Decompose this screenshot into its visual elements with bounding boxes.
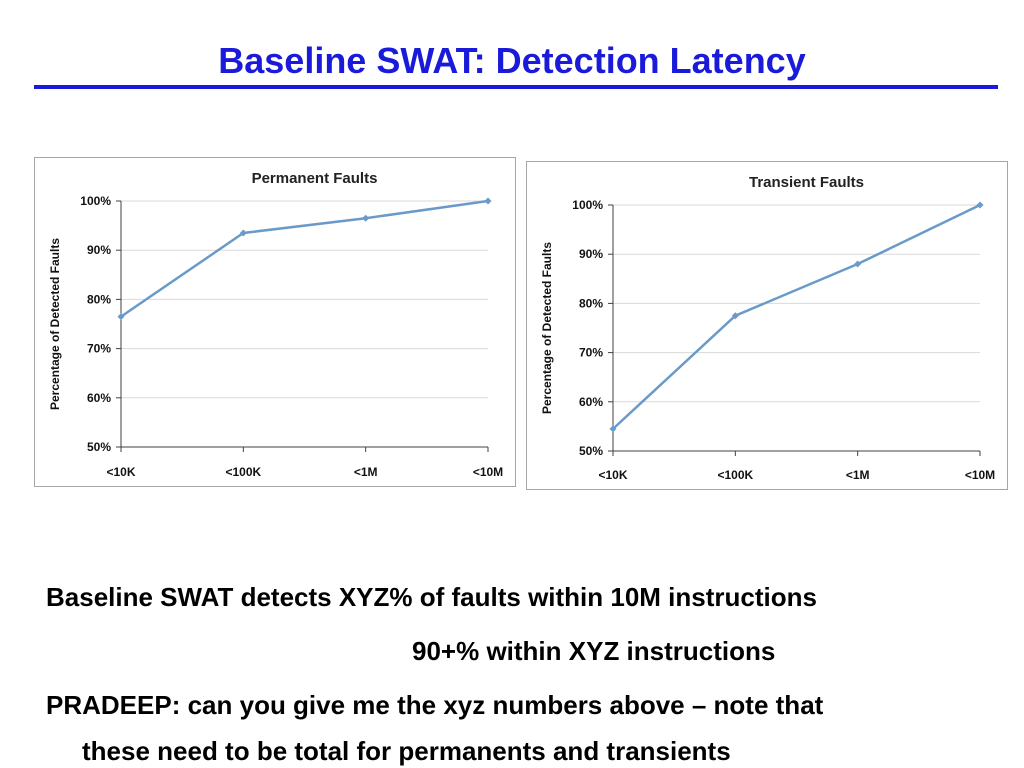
- permanent-faults-y-tick-label: 80%: [87, 292, 111, 306]
- transient-faults-y-axis-label: Percentage of Detected Faults: [540, 242, 554, 414]
- permanent-faults-x-tick-label: <100K: [225, 465, 261, 479]
- transient-faults-x-tick-label: <100K: [717, 468, 753, 482]
- permanent-faults-y-tick-label: 50%: [87, 440, 111, 454]
- transient-faults-y-tick-label: 70%: [579, 346, 603, 360]
- permanent-faults-series-line: [120, 199, 489, 318]
- transient-faults-x-tick-label: <1M: [846, 468, 870, 482]
- permanent-faults-y-tick-label: 90%: [87, 243, 111, 257]
- permanent-faults-x-tick-label: <10K: [106, 465, 135, 479]
- transient-faults-y-tick-label: 100%: [572, 198, 603, 212]
- transient-faults-series-line: [612, 203, 981, 430]
- transient-faults-data-point: [976, 201, 984, 209]
- permanent-faults-y-tick-label: 100%: [80, 194, 111, 208]
- permanent-faults-x-tick-label: <1M: [354, 465, 378, 479]
- permanent-faults-y-tick-label: 60%: [87, 391, 111, 405]
- permanent-faults-data-point: [239, 229, 247, 237]
- summary-line-1: Baseline SWAT detects XYZ% of faults wit…: [46, 582, 817, 612]
- transient-faults-y-tick-label: 60%: [579, 395, 603, 409]
- title-underline: [34, 85, 998, 89]
- permanent-faults-title: Permanent Faults: [252, 170, 378, 187]
- permanent-faults-y-axis-label: Percentage of Detected Faults: [48, 238, 62, 410]
- transient-faults-title: Transient Faults: [749, 174, 864, 191]
- permanent-faults-svg: Permanent Faults 50% 60% 70% 80% 90% 100% <10K <…: [48, 170, 503, 479]
- transient-faults-chart: Transient Faults 50% 60% 70% 80% 90% 100% <10K <…: [526, 161, 1008, 490]
- transient-faults-y-tick-label: 90%: [579, 247, 603, 261]
- permanent-faults-data-point: [362, 214, 370, 222]
- transient-faults-data-point: [854, 260, 862, 268]
- permanent-faults-chart: Permanent Faults 50% 60% 70% 80% 90% 100% <10K <…: [34, 157, 516, 487]
- slide-title: Baseline SWAT: Detection Latency: [218, 40, 806, 81]
- transient-faults-x-tick-label: <10K: [598, 468, 627, 482]
- permanent-faults-data-point: [117, 313, 125, 321]
- permanent-faults-data-point: [484, 197, 492, 205]
- permanent-faults-x-tick-label: <10M: [473, 465, 503, 479]
- summary-line-2: 90+% within XYZ instructions: [412, 636, 776, 666]
- transient-faults-svg: Transient Faults 50% 60% 70% 80% 90% 100% <10K <…: [540, 174, 995, 482]
- transient-faults-data-point: [731, 312, 739, 320]
- transient-faults-data-point: [609, 425, 617, 433]
- note-line-2: these need to be total for permanents an…: [82, 736, 731, 766]
- transient-faults-x-tick-label: <10M: [965, 468, 995, 482]
- permanent-faults-y-tick-label: 70%: [87, 342, 111, 356]
- transient-faults-y-tick-label: 80%: [579, 296, 603, 310]
- transient-faults-y-tick-label: 50%: [579, 444, 603, 458]
- note-line-1: PRADEEP: can you give me the xyz numbers…: [46, 690, 824, 720]
